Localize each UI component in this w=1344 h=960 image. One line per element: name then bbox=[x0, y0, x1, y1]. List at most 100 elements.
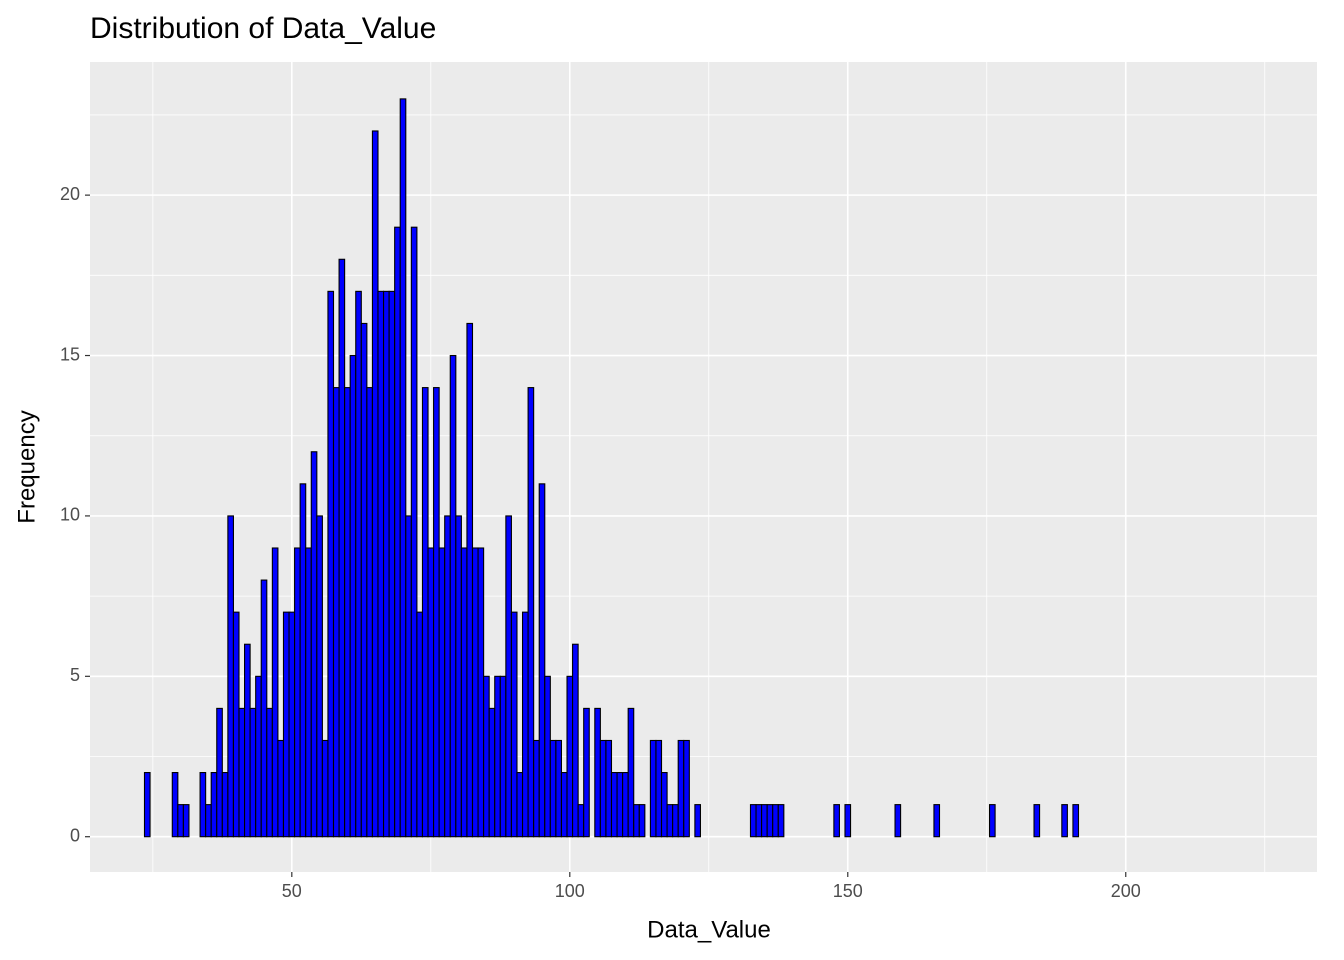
bar bbox=[538, 483, 546, 838]
y-tick-label: 10 bbox=[60, 505, 80, 525]
bar bbox=[544, 675, 551, 838]
bar bbox=[766, 804, 774, 838]
x-tick-label: 50 bbox=[282, 881, 302, 901]
bar bbox=[232, 611, 240, 838]
bar bbox=[260, 579, 268, 838]
bar bbox=[344, 387, 351, 838]
bar bbox=[627, 707, 635, 838]
bar bbox=[505, 515, 512, 838]
bar bbox=[449, 354, 457, 838]
bar bbox=[427, 547, 435, 838]
bar bbox=[755, 804, 763, 838]
bar bbox=[610, 772, 618, 838]
bar bbox=[488, 707, 496, 838]
bar bbox=[438, 547, 446, 838]
bar bbox=[377, 290, 385, 838]
x-tick-label: 200 bbox=[1111, 881, 1141, 901]
bar bbox=[360, 322, 368, 838]
bar bbox=[516, 772, 524, 838]
bar bbox=[321, 739, 329, 838]
bar bbox=[616, 772, 624, 838]
bar bbox=[216, 707, 223, 838]
y-axis-label: Frequency bbox=[13, 410, 40, 523]
bar bbox=[566, 675, 574, 838]
bar bbox=[560, 772, 568, 838]
bar bbox=[221, 772, 229, 838]
bar bbox=[316, 515, 323, 838]
x-axis-label: Data_Value bbox=[647, 916, 771, 943]
bar bbox=[444, 515, 451, 838]
bar bbox=[277, 739, 285, 838]
bar bbox=[394, 226, 401, 838]
bar bbox=[399, 98, 407, 838]
bar bbox=[572, 643, 579, 838]
bar bbox=[177, 804, 184, 838]
y-tick-label: 15 bbox=[60, 344, 80, 364]
bar bbox=[271, 547, 279, 838]
bar bbox=[288, 611, 296, 838]
bar bbox=[421, 387, 429, 838]
bar bbox=[255, 675, 262, 838]
bar bbox=[549, 739, 557, 838]
bar bbox=[622, 772, 629, 838]
y-tick-label: 5 bbox=[70, 665, 80, 685]
x-tick-label: 150 bbox=[833, 881, 863, 901]
bar bbox=[210, 772, 218, 838]
bar bbox=[660, 772, 668, 838]
bar bbox=[772, 804, 779, 838]
bar bbox=[677, 739, 685, 838]
bar bbox=[371, 130, 379, 838]
bar bbox=[594, 707, 601, 838]
bar bbox=[933, 804, 941, 838]
bar bbox=[305, 547, 312, 838]
bar bbox=[477, 547, 485, 838]
bar bbox=[266, 707, 273, 838]
bar bbox=[988, 804, 996, 838]
bar bbox=[672, 804, 679, 838]
bar bbox=[844, 804, 852, 838]
bar bbox=[460, 547, 468, 838]
bar bbox=[410, 226, 418, 838]
bar bbox=[833, 804, 840, 838]
bar bbox=[649, 739, 657, 838]
bar bbox=[466, 322, 474, 838]
bar bbox=[633, 804, 640, 838]
bar bbox=[355, 290, 362, 838]
bar bbox=[777, 804, 785, 838]
bar bbox=[499, 675, 507, 838]
y-tick-label: 20 bbox=[60, 184, 80, 204]
bar bbox=[199, 772, 207, 838]
bar bbox=[533, 739, 540, 838]
bar bbox=[227, 515, 234, 838]
bar bbox=[416, 611, 424, 838]
bar bbox=[249, 707, 257, 838]
bar bbox=[521, 611, 529, 838]
bar bbox=[555, 739, 563, 838]
bar bbox=[332, 387, 340, 838]
bar bbox=[605, 739, 613, 838]
bar bbox=[310, 451, 318, 838]
bar bbox=[599, 739, 607, 838]
bar bbox=[471, 547, 479, 838]
bar bbox=[1061, 804, 1068, 838]
bar bbox=[655, 739, 663, 838]
bar bbox=[527, 387, 535, 838]
bar bbox=[894, 804, 902, 838]
bar bbox=[433, 387, 440, 838]
y-tick-label: 0 bbox=[70, 825, 80, 845]
chart-title: Distribution of Data_Value bbox=[90, 12, 436, 45]
bar bbox=[238, 707, 246, 838]
bar bbox=[327, 290, 335, 838]
bar bbox=[483, 675, 490, 838]
bar bbox=[282, 611, 290, 838]
bar bbox=[382, 290, 390, 838]
bar bbox=[205, 804, 212, 838]
bar bbox=[388, 290, 396, 838]
bar bbox=[694, 804, 701, 838]
bar bbox=[294, 547, 301, 838]
bar bbox=[1072, 804, 1080, 838]
bar bbox=[171, 772, 179, 838]
bar bbox=[405, 515, 412, 838]
bar bbox=[366, 387, 373, 838]
